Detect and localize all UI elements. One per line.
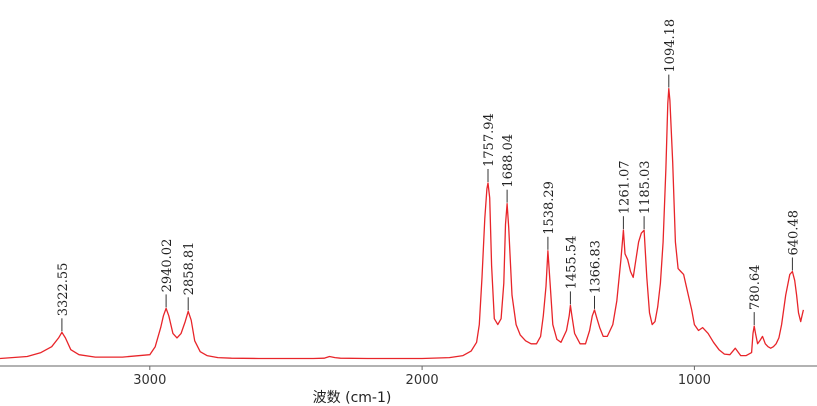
- x-axis-title: 波数 (cm-1): [313, 390, 392, 406]
- peak-label: 1366.83: [589, 240, 604, 294]
- peak-label: 2858.81: [182, 242, 197, 296]
- x-tick-label: 2000: [406, 373, 439, 388]
- peak-label: 640.48: [786, 210, 801, 256]
- x-tick-label: 1000: [678, 373, 711, 388]
- spectrum-line-layer: [0, 87, 805, 360]
- peak-label: 780.64: [748, 265, 763, 311]
- peak-label: 3322.55: [56, 263, 71, 317]
- peak-label: 1757.94: [482, 113, 497, 167]
- peak-label: 1455.54: [564, 236, 579, 290]
- peak-label: 1688.04: [501, 134, 516, 188]
- spectrum-series-line: [0, 87, 805, 360]
- peak-label: 1261.07: [617, 160, 632, 214]
- peak-label: 1538.29: [542, 181, 557, 235]
- peak-label: 1185.03: [638, 160, 653, 214]
- x-axis-ticks: 3000 2000 1000: [133, 366, 711, 388]
- peak-label: 2940.02: [160, 239, 175, 293]
- peak-label: 1094.18: [663, 19, 678, 73]
- x-tick-label: 3000: [133, 373, 166, 388]
- peak-annotations: 3322.55 2940.02 2858.81 1757.94 1688.04 1538.…: [56, 19, 801, 332]
